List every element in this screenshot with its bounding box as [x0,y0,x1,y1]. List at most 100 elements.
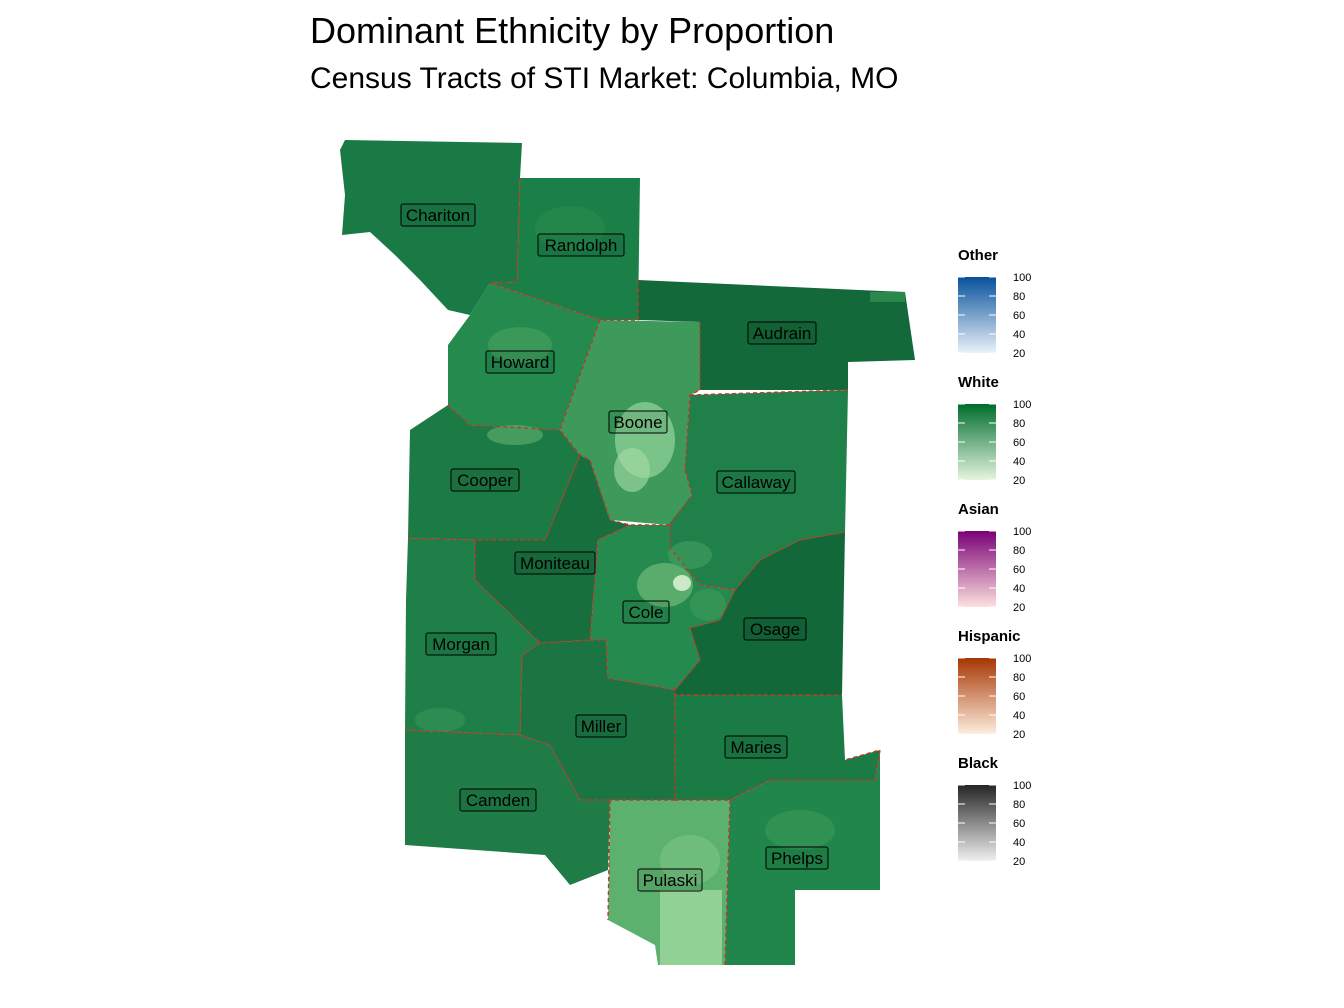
county-audrain[interactable] [638,280,915,390]
legend-tick-label: 80 [1013,418,1025,430]
svg-text:Maries: Maries [730,738,781,757]
label-randolph: Randolph [537,233,625,257]
label-cooper: Cooper [450,468,520,492]
label-maries: Maries [724,735,788,759]
legend-tick-label: 80 [1013,291,1025,303]
legend-tick-label: 60 [1013,818,1025,830]
label-miller: Miller [575,714,627,738]
svg-text:Audrain: Audrain [753,324,812,343]
morgan-patch [415,708,465,732]
legend-other: Other 100 80 60 40 20 [958,247,1031,360]
county-callaway[interactable] [668,390,848,590]
legend-tick-label: 20 [1013,856,1025,868]
legend-tick-label: 60 [1013,310,1025,322]
legend-asian: Asian 100 80 60 40 20 [958,501,1031,614]
howard-patch [488,327,552,363]
boundary-boone [559,319,701,526]
svg-text:Osage: Osage [750,620,800,639]
randolph-patch [535,206,605,250]
label-phelps: Phelps [765,846,829,870]
legend-tick-label: 20 [1013,348,1025,360]
label-moniteau: Moniteau [514,551,596,575]
legend-tick-label: 60 [1013,691,1025,703]
legend-tick-label: 100 [1013,272,1031,284]
map-title: Dominant Ethnicity by Proportion [310,10,835,51]
boundary-cooper-south [407,454,581,541]
legend-tick-label: 100 [1013,780,1031,792]
svg-text:Moniteau: Moniteau [520,554,590,573]
label-morgan: Morgan [425,632,497,656]
county-camden[interactable] [405,730,610,885]
legend-tick-label: 20 [1013,729,1025,741]
pulaski-patch-2 [660,835,720,885]
legend-tick-label: 100 [1013,653,1031,665]
county-osage[interactable] [675,532,845,695]
legend-tick-label: 80 [1013,799,1025,811]
cole-urban-patch [637,563,693,607]
svg-text:Howard: Howard [491,353,550,372]
label-camden: Camden [459,788,537,812]
svg-text:Phelps: Phelps [771,849,823,868]
svg-text:Cooper: Cooper [457,471,513,490]
legend-tick-label: 20 [1013,602,1025,614]
label-callaway: Callaway [716,470,796,494]
svg-text:Miller: Miller [581,717,622,736]
audrain-patch [870,292,905,302]
legend-black: Black 100 80 60 40 20 [958,755,1031,868]
svg-text:Camden: Camden [466,791,530,810]
legend-tick-label: 80 [1013,672,1025,684]
callaway-patch [668,541,712,569]
boone-urban-patch-2 [614,448,650,492]
legend-tick-label: 40 [1013,456,1025,468]
label-chariton: Chariton [400,203,476,227]
svg-text:Pulaski: Pulaski [643,871,698,890]
legend-tick-label: 20 [1013,475,1025,487]
boundary-moniteau [474,524,631,644]
svg-text:White: White [958,374,999,391]
legend-tick-label: 40 [1013,329,1025,341]
legend-tick-label: 40 [1013,837,1025,849]
boundary-howard-cooper [447,404,561,431]
cole-urban-patch-2 [673,575,691,591]
boundary-chariton-randolph [489,177,521,284]
legend-white: White 100 80 60 40 20 [958,374,1031,487]
legend-tick-label: 40 [1013,583,1025,595]
svg-text:Hispanic: Hispanic [958,628,1021,645]
boundary-randolph-howard [489,280,639,321]
legend-tick-label: 80 [1013,545,1025,557]
legend-hispanic: Hispanic 100 80 60 40 20 [958,628,1031,741]
county-cole[interactable] [590,525,735,690]
label-howard: Howard [485,350,555,374]
county-chariton[interactable] [340,140,522,315]
county-maries[interactable] [675,695,880,800]
boundary-morgan-camden [404,729,521,736]
phelps-patch [765,810,835,850]
svg-text:Cole: Cole [629,603,664,622]
label-boone: Boone [608,410,668,434]
boundary-pulaski [607,799,611,921]
county-moniteau[interactable] [475,455,630,643]
county-morgan[interactable] [405,538,540,735]
label-cole: Cole [622,600,670,624]
svg-text:Chariton: Chariton [406,206,470,225]
label-pulaski: Pulaski [637,868,703,892]
label-audrain: Audrain [747,321,817,345]
svg-text:Callaway: Callaway [722,473,791,492]
label-osage: Osage [743,617,807,641]
svg-text:Randolph: Randolph [545,236,618,255]
svg-text:Boone: Boone [613,413,662,432]
cooper-patch [487,425,543,445]
legend-tick-label: 100 [1013,399,1031,411]
boundary-callaway [689,389,849,396]
county-phelps[interactable] [725,750,880,965]
legend-tick-label: 40 [1013,710,1025,722]
boundary-cole-miller [590,639,676,691]
legend-tick-label: 100 [1013,526,1031,538]
pulaski-urban-patch [660,890,722,965]
svg-text:Other: Other [958,247,998,264]
legend-tick-label: 60 [1013,437,1025,449]
legend-tick-label: 60 [1013,564,1025,576]
osage-patch [690,589,726,621]
svg-text:Black: Black [958,755,999,772]
